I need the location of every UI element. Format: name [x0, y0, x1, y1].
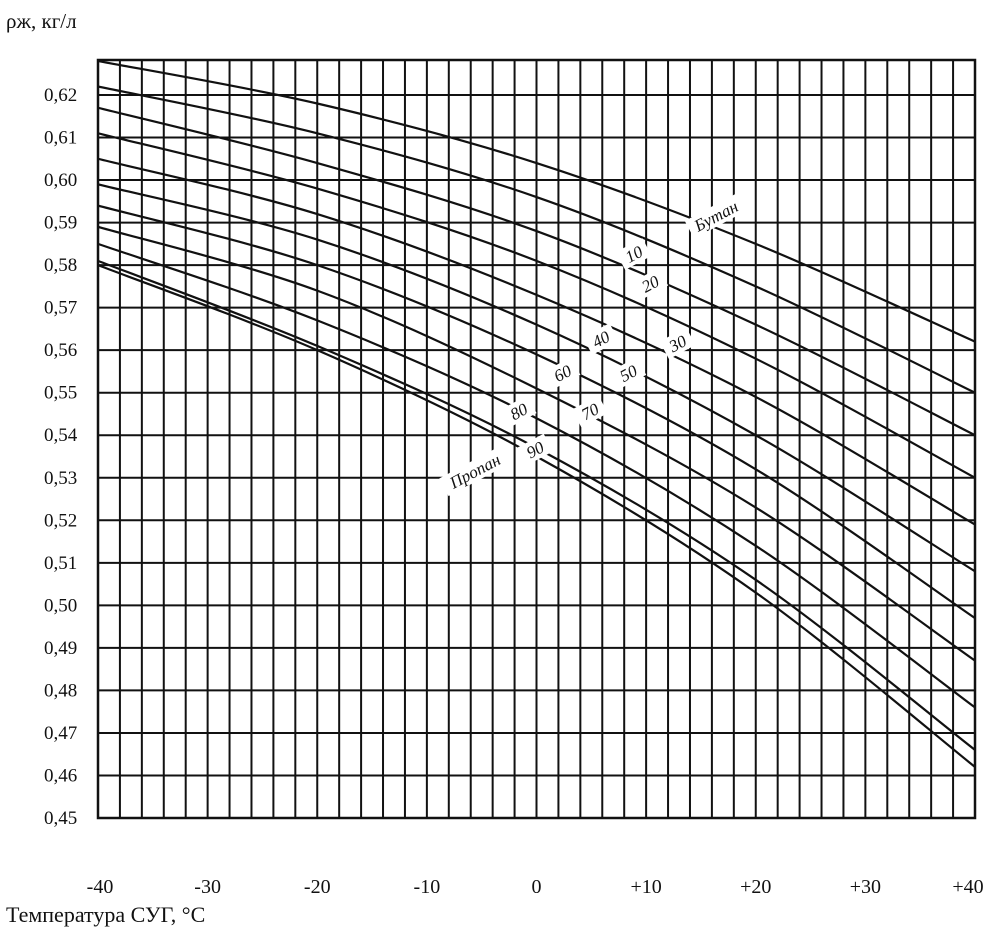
x-tick-label: -10: [414, 876, 441, 898]
y-tick-label: 0,57: [44, 298, 77, 319]
y-tick-label: 0,56: [44, 340, 77, 361]
y-tick-label: 0,46: [44, 765, 77, 786]
series-line: [98, 225, 975, 662]
curve-label-bg: [632, 267, 669, 300]
series-line: [98, 183, 975, 573]
series-line: [98, 132, 975, 479]
y-tick-label: 0,51: [44, 553, 77, 574]
y-tick-label: 0,54: [44, 425, 78, 446]
y-axis-label: ρж, кг/л: [6, 9, 77, 33]
series-line: [98, 157, 975, 526]
x-tick-label: +20: [740, 876, 771, 898]
x-axis-label: Температура СУГ, °C: [6, 902, 205, 927]
x-tick-label: +30: [850, 876, 881, 898]
y-tick-label: 0,49: [44, 638, 77, 659]
y-tick-label: 0,59: [44, 213, 77, 234]
curve-label-bg: [571, 395, 608, 428]
y-tick-label: 0,61: [44, 128, 77, 149]
x-axis-ticks: -40 -30 -20 -10 0 +10 +20 +30 +40: [87, 876, 984, 898]
series-line: [98, 106, 975, 437]
x-tick-label: -20: [304, 876, 331, 898]
y-tick-label: 0,50: [44, 595, 77, 616]
curve-label-bg: [659, 327, 696, 360]
curve-label: Пропан: [439, 445, 511, 497]
curve-label-bg: [544, 357, 581, 389]
y-tick-label: 0,58: [44, 255, 77, 276]
curve-label: 80: [500, 395, 537, 428]
chart-grid: [97, 60, 976, 819]
curve-label-bg: [684, 192, 748, 239]
curve-label-bg: [500, 395, 537, 428]
series-line: [98, 85, 975, 394]
x-tick-label: +40: [952, 876, 983, 898]
curve-label-bg: [610, 357, 647, 389]
y-tick-label: 0,52: [44, 510, 77, 531]
x-tick-label: +10: [630, 876, 661, 898]
y-axis-ticks: 0,45 0,46 0,47 0,48 0,49 0,50 0,51 0,52 0,53 0,54…: [44, 85, 78, 829]
series-line: [98, 242, 975, 709]
y-tick-label: 0,55: [44, 383, 77, 404]
curve-label: Бутан: [684, 192, 748, 239]
curve-label-bg: [582, 323, 619, 355]
curve-label-bg: [439, 445, 511, 497]
x-tick-label: -40: [87, 876, 114, 898]
curve-label: 90: [517, 433, 554, 466]
y-tick-label: 0,53: [44, 468, 77, 489]
chart-curves: [98, 60, 975, 768]
x-tick-label: 0: [532, 876, 542, 898]
curve-label-bg: [517, 433, 554, 466]
curve-label-text: Пропан: [446, 450, 504, 493]
series-line: [98, 60, 975, 343]
y-tick-label: 0,45: [44, 808, 77, 829]
y-tick-label: 0,62: [44, 85, 77, 106]
curve-label-bg: [615, 238, 652, 270]
series-line: [98, 204, 975, 620]
plot-frame: [96, 58, 977, 820]
y-tick-label: 0,48: [44, 680, 77, 701]
y-tick-label: 0,60: [44, 170, 77, 191]
x-tick-label: -30: [194, 876, 221, 898]
y-tick-label: 0,47: [44, 723, 77, 744]
